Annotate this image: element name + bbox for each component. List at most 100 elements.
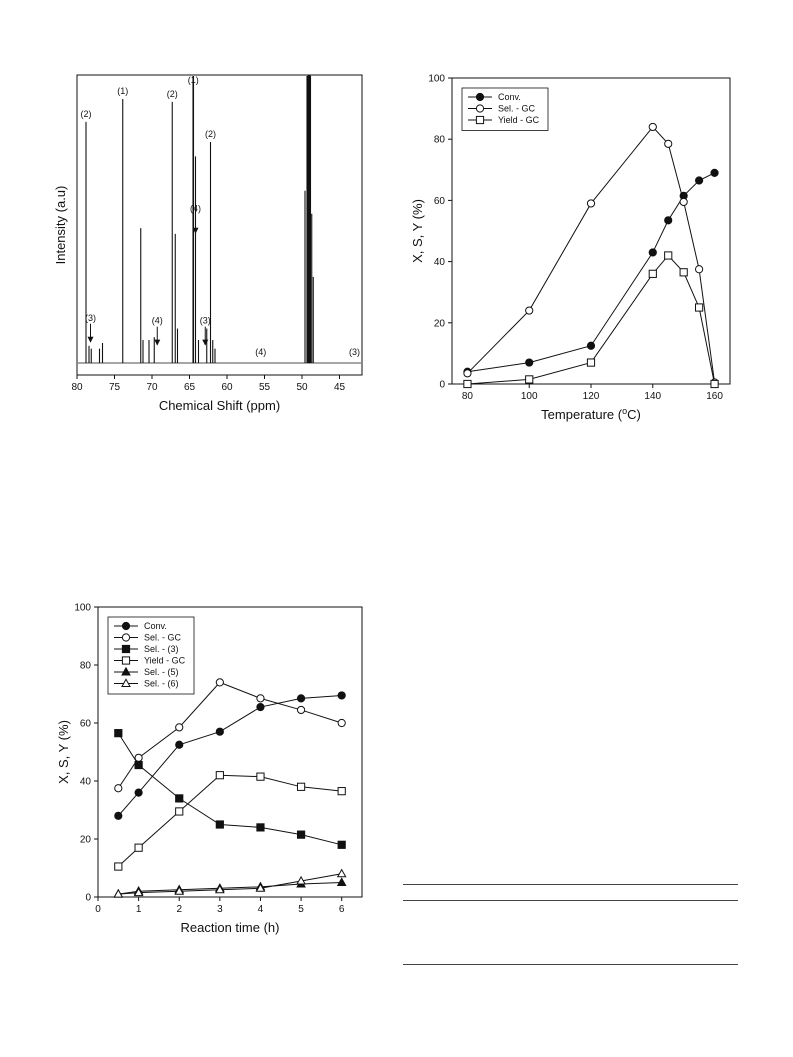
legend-marker xyxy=(475,92,485,102)
peak-annotation: (3) xyxy=(349,347,360,357)
data-point xyxy=(215,727,224,736)
data-point xyxy=(525,306,534,315)
legend-marker xyxy=(121,678,131,687)
data-point xyxy=(710,168,719,177)
x-tick-label: 0 xyxy=(95,904,101,915)
data-point xyxy=(256,702,265,712)
data-point xyxy=(463,379,472,389)
data-point xyxy=(174,885,185,895)
x-axis-title: Chemical Shift (ppm) xyxy=(159,398,280,413)
x-tick-label: 2 xyxy=(176,904,182,915)
y-tick-label: 20 xyxy=(434,318,446,329)
data-point xyxy=(114,729,123,738)
y-tick-label: 20 xyxy=(80,835,92,846)
data-point xyxy=(256,772,265,781)
x-tick-label: 3 xyxy=(217,904,223,915)
x-tick-label: 55 xyxy=(259,382,271,393)
data-point xyxy=(463,369,472,378)
y-tick-label: 40 xyxy=(80,777,92,788)
x-tick-label: 75 xyxy=(109,382,121,393)
legend-label: Yield - GC xyxy=(144,656,186,666)
series-line xyxy=(117,694,342,817)
x-axis-title: Temperature (oC) xyxy=(541,406,641,422)
data-point xyxy=(114,784,123,793)
data-point xyxy=(337,787,346,796)
data-point xyxy=(296,782,306,791)
x-tick-label: 45 xyxy=(334,382,346,393)
x-tick-label: 100 xyxy=(521,391,538,402)
data-point xyxy=(525,375,534,384)
data-point xyxy=(175,723,184,732)
data-point xyxy=(695,176,704,185)
legend-marker xyxy=(121,633,131,642)
data-point xyxy=(648,248,657,257)
y-tick-label: 100 xyxy=(428,74,445,85)
data-point xyxy=(586,199,596,208)
legend-label: Conv. xyxy=(144,621,167,631)
data-point xyxy=(255,883,266,892)
data-point xyxy=(648,269,657,278)
peak-annotation: (1) xyxy=(117,86,128,96)
data-point xyxy=(695,265,704,274)
y-tick-label: 0 xyxy=(439,380,445,391)
peak-annotation: (1) xyxy=(188,75,199,85)
x-tick-label: 50 xyxy=(296,382,308,393)
x-tick-label: 70 xyxy=(146,382,158,393)
data-point xyxy=(134,843,143,852)
legend-box xyxy=(107,616,195,695)
legend-marker xyxy=(475,115,485,125)
data-point xyxy=(175,740,184,749)
data-point xyxy=(134,760,143,770)
y-axis-title: X, S, Y (%) xyxy=(56,720,71,784)
series-line xyxy=(467,254,716,385)
y-tick-label: 0 xyxy=(85,893,91,904)
peak-annotation: (2) xyxy=(81,109,92,119)
series-yield-gc xyxy=(114,771,346,871)
y-tick-label: 40 xyxy=(434,257,446,268)
data-point xyxy=(256,694,265,703)
peak-annotation: (2) xyxy=(167,89,178,99)
data-point xyxy=(337,691,346,700)
legend-label: Sel. - GC xyxy=(144,633,182,643)
plot-frame xyxy=(97,606,363,898)
x-tick-label: 5 xyxy=(298,904,304,915)
data-point xyxy=(648,122,657,132)
series-sel-6- xyxy=(113,868,347,898)
data-point xyxy=(525,358,534,367)
series-sel-gc xyxy=(114,678,346,793)
x-axis-title: Reaction time (h) xyxy=(181,920,280,935)
annotation-arrowhead xyxy=(154,339,161,346)
x-tick-label: 80 xyxy=(462,391,474,402)
data-point xyxy=(296,694,306,703)
data-point xyxy=(133,887,144,897)
y-tick-label: 100 xyxy=(74,603,91,614)
data-point xyxy=(679,268,688,277)
y-tick-label: 80 xyxy=(434,135,446,146)
data-point xyxy=(664,251,673,260)
data-point xyxy=(114,811,123,820)
series-line xyxy=(467,126,716,383)
series-yield-gc xyxy=(463,251,719,389)
data-point xyxy=(296,830,306,839)
legend-marker xyxy=(121,656,131,665)
x-tick-label: 60 xyxy=(221,382,233,393)
legend-marker xyxy=(121,621,131,631)
x-tick-label: 160 xyxy=(706,391,723,402)
data-point xyxy=(214,884,225,894)
data-point xyxy=(336,868,347,878)
data-point xyxy=(695,303,704,312)
x-tick-label: 120 xyxy=(583,391,600,402)
peak-annotation: (4) xyxy=(255,347,266,357)
data-point xyxy=(336,877,347,886)
annotation-arrowhead xyxy=(192,227,199,234)
series-sel-5- xyxy=(113,877,347,898)
data-point xyxy=(586,358,596,367)
y-tick-label: 80 xyxy=(80,661,92,672)
x-tick-label: 6 xyxy=(339,904,345,915)
data-point xyxy=(215,820,224,829)
peak-annotation: (3) xyxy=(200,316,211,326)
y-axis-title: Intensity (a.u) xyxy=(53,186,68,265)
